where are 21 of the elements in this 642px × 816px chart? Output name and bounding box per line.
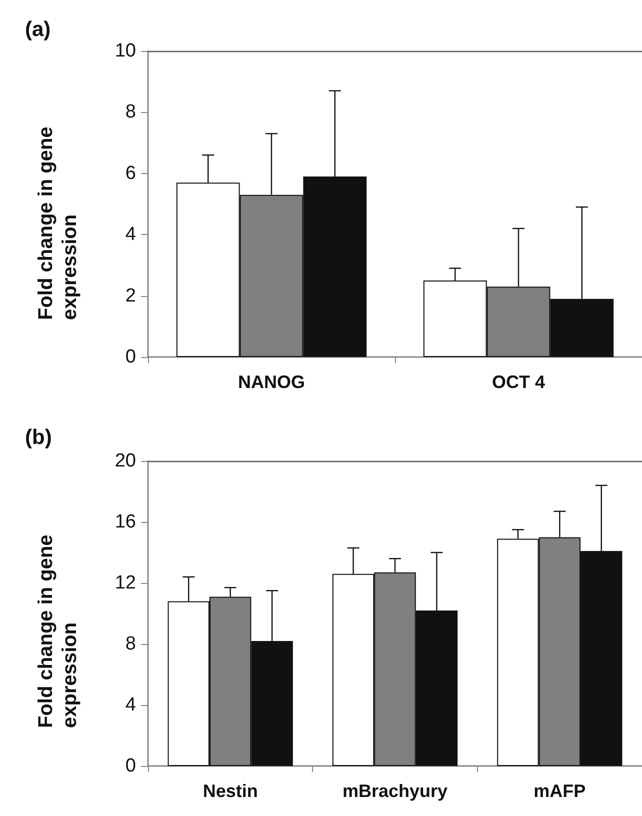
y-tick-label: 4 xyxy=(125,224,136,246)
y-axis-title: Fold change in gene expression xyxy=(35,121,81,320)
y-tick-label: 0 xyxy=(125,756,136,776)
x-tick-label: mBrachyury xyxy=(342,781,448,801)
y-tick-label: 2 xyxy=(125,285,136,306)
y-tick-label: 8 xyxy=(125,634,136,654)
x-tick-label: mAFP xyxy=(534,781,586,801)
chart-title: (b) xyxy=(25,426,52,449)
y-tick-label: 16 xyxy=(114,512,136,532)
y-tick-label: 4 xyxy=(125,694,136,716)
y-tick-label: 12 xyxy=(114,572,136,594)
x-tick-label: OCT 4 xyxy=(492,372,546,392)
y-tick-label: 20 xyxy=(114,450,136,472)
chart-title: (a) xyxy=(25,18,51,41)
y-tick-label: 0 xyxy=(125,346,136,368)
y-tick-label: 6 xyxy=(125,162,136,184)
x-tick-label: Nestin xyxy=(202,781,258,801)
x-tick-label: NANOG xyxy=(238,372,305,392)
y-axis-title: Fold change in gene expression xyxy=(35,529,81,728)
y-tick-label: 10 xyxy=(114,40,136,62)
y-tick-label: 8 xyxy=(125,102,136,123)
